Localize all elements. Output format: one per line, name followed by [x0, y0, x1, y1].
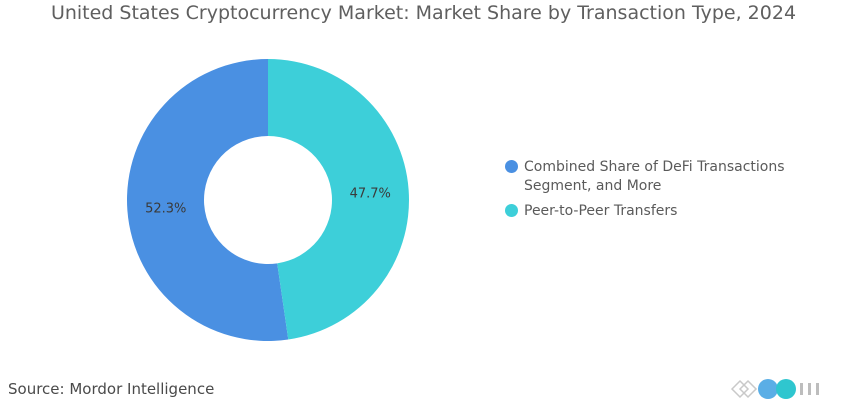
mordor-intelligence-logo	[730, 379, 819, 399]
source-note: Source: Mordor Intelligence	[8, 380, 214, 398]
data-label-defi: 52.3%	[145, 201, 186, 216]
slice-peer-to-peer	[268, 59, 409, 340]
legend-item-peer-to-peer: Peer-to-Peer Transfers	[505, 202, 805, 221]
data-label-peer-to-peer: 47.7%	[350, 187, 391, 202]
chart-legend: Combined Share of DeFi Transactions Segm…	[505, 158, 805, 227]
slice-defi	[126, 59, 289, 342]
legend-label-defi: Combined Share of DeFi Transactions Segm…	[524, 159, 785, 194]
source-value: Mordor Intelligence	[69, 380, 215, 398]
chart-title: United States Cryptocurrency Market: Mar…	[50, 2, 797, 24]
legend-swatch-peer-to-peer	[505, 204, 518, 217]
legend-item-defi: Combined Share of DeFi Transactions Segm…	[505, 158, 805, 196]
legend-swatch-defi	[505, 160, 518, 173]
legend-label-peer-to-peer: Peer-to-Peer Transfers	[524, 203, 678, 219]
source-label: Source:	[8, 380, 65, 398]
